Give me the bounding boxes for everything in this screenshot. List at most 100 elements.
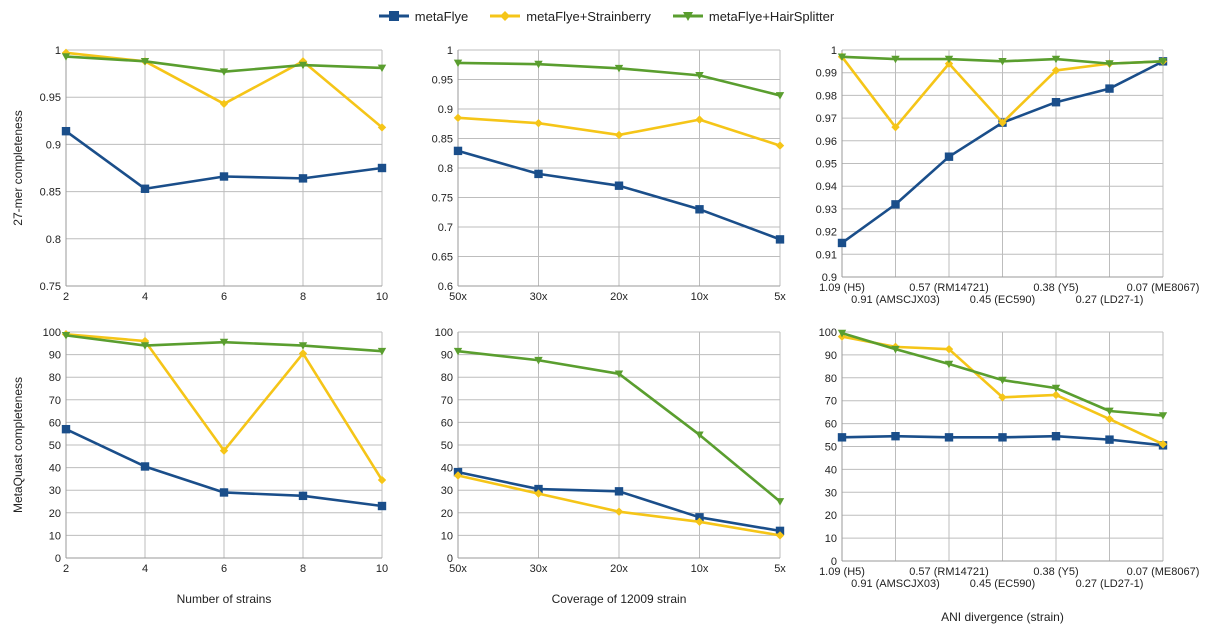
- y-tick-label: 20: [49, 508, 61, 520]
- data-point: [453, 59, 463, 68]
- data-point: [219, 338, 229, 347]
- x-tick-label: 30x: [530, 563, 548, 575]
- y-tick-label: 70: [49, 395, 61, 407]
- y-tick-label: 1: [55, 45, 61, 57]
- y-tick-label: 0.65: [432, 252, 453, 264]
- data-point: [1051, 66, 1061, 75]
- data-point: [140, 342, 150, 350]
- y-tick-label: 90: [441, 350, 453, 362]
- chart-panel-5: 0 10 20 30 40 50 60 70 80 90 100 50x 30x 20x 10x 5x Cove…: [435, 327, 787, 606]
- y-tick-label: 0.85: [40, 187, 61, 199]
- data-point: [695, 513, 704, 522]
- data-point: [377, 123, 387, 132]
- legend-item: metaFlye+HairSplitter: [672, 9, 834, 24]
- x-tick-label: 2: [63, 291, 69, 303]
- y-tick-label: 0: [831, 556, 837, 568]
- chart-panel-1: 0.75 0.8 0.85 0.9 0.95 1 2 4 6 8 10 27-mer complete…: [11, 45, 388, 303]
- data-point: [891, 345, 900, 354]
- data-point: [1158, 57, 1168, 66]
- x-tick-label: 0.91 (AMSCJX03): [851, 294, 940, 306]
- y-tick-label: 10: [825, 533, 837, 545]
- data-point: [775, 531, 785, 540]
- y-tick-label: 60: [441, 417, 453, 429]
- data-point: [61, 332, 71, 340]
- y-tick-label: 0.85: [432, 134, 453, 146]
- data-point: [614, 507, 624, 516]
- data-point: [534, 60, 543, 69]
- data-point: [1051, 98, 1061, 107]
- chart-panel-6: 0 10 20 30 40 50 60 70 80 90 100 1.09 (H5)0.91 (AMS…: [819, 327, 1200, 624]
- y-tick-label: 0.9: [438, 104, 453, 116]
- data-point: [775, 235, 785, 244]
- data-point: [453, 471, 463, 480]
- y-tick-label: 0.9: [822, 272, 837, 284]
- data-point: [998, 376, 1007, 385]
- data-point: [1158, 440, 1168, 449]
- x-tick-label: 0.07 (ME8067): [1127, 282, 1200, 294]
- data-point: [944, 59, 954, 68]
- data-point: [377, 475, 387, 485]
- data-point: [298, 61, 308, 70]
- y-tick-label: 30: [825, 487, 837, 499]
- y-tick-label: 70: [441, 395, 453, 407]
- data-point: [377, 347, 387, 356]
- data-point: [775, 526, 785, 536]
- data-point: [377, 64, 387, 73]
- x-axis-label: Number of strains: [177, 592, 272, 606]
- data-point: [891, 55, 900, 64]
- legend-swatch: [490, 11, 521, 21]
- data-point: [998, 433, 1007, 442]
- data-point: [219, 446, 229, 455]
- x-tick-label: 0.27 (LD27-1): [1076, 294, 1144, 306]
- y-tick-label: 100: [435, 327, 453, 339]
- x-tick-label: 0.38 (Y5): [1033, 566, 1078, 578]
- y-tick-label: 0: [447, 553, 453, 565]
- data-point: [298, 57, 308, 66]
- data-point: [534, 356, 543, 365]
- data-point: [1105, 84, 1114, 93]
- y-tick-label: 100: [43, 327, 61, 339]
- y-tick-label: 0.8: [438, 163, 453, 175]
- y-tick-label: 0.97: [816, 113, 837, 125]
- data-point: [998, 118, 1007, 127]
- y-tick-label: 80: [825, 373, 837, 385]
- data-point: [377, 501, 387, 511]
- data-point: [944, 152, 954, 161]
- data-point: [1105, 435, 1114, 444]
- y-tick-label: 40: [49, 463, 61, 475]
- data-point: [377, 163, 387, 173]
- x-tick-label: 8: [300, 291, 306, 303]
- data-point: [140, 57, 150, 66]
- data-point: [219, 488, 229, 497]
- x-tick-label: 0.45 (EC590): [970, 578, 1035, 590]
- legend-label: metaFlye: [414, 8, 469, 24]
- legend-swatch: [378, 11, 409, 21]
- x-tick-label: 8: [300, 563, 306, 575]
- data-point: [944, 360, 954, 369]
- x-tick-label: 10: [376, 563, 388, 575]
- legend-label: metaFlye+Strainberry: [526, 8, 651, 24]
- y-tick-label: 0.96: [816, 136, 837, 148]
- x-tick-label: 0.27 (LD27-1): [1076, 578, 1144, 590]
- data-point: [1051, 55, 1061, 64]
- x-tick-label: 1.09 (H5): [819, 566, 865, 578]
- x-axis-label: ANI divergence (strain): [941, 610, 1064, 624]
- y-tick-label: 0.95: [432, 75, 453, 87]
- y-tick-label: 0.95: [40, 92, 61, 104]
- x-tick-label: 0.57 (RM14721): [909, 566, 989, 578]
- data-point: [944, 433, 954, 442]
- data-point: [837, 53, 847, 62]
- data-point: [453, 146, 463, 156]
- data-point: [140, 184, 150, 193]
- data-point: [1051, 431, 1061, 441]
- x-tick-label: 50x: [449, 563, 467, 575]
- legend: metaFlye metaFlye+Strainberry metaFlye+Hai…: [0, 4, 1213, 28]
- data-point: [614, 487, 624, 496]
- data-point: [1158, 412, 1168, 420]
- x-tick-label: 50x: [449, 291, 467, 303]
- data-point: [61, 424, 71, 434]
- x-tick-label: 10x: [691, 291, 709, 303]
- y-tick-label: 0.75: [40, 281, 61, 293]
- y-tick-label: 0.91: [816, 249, 837, 261]
- data-point: [695, 115, 704, 124]
